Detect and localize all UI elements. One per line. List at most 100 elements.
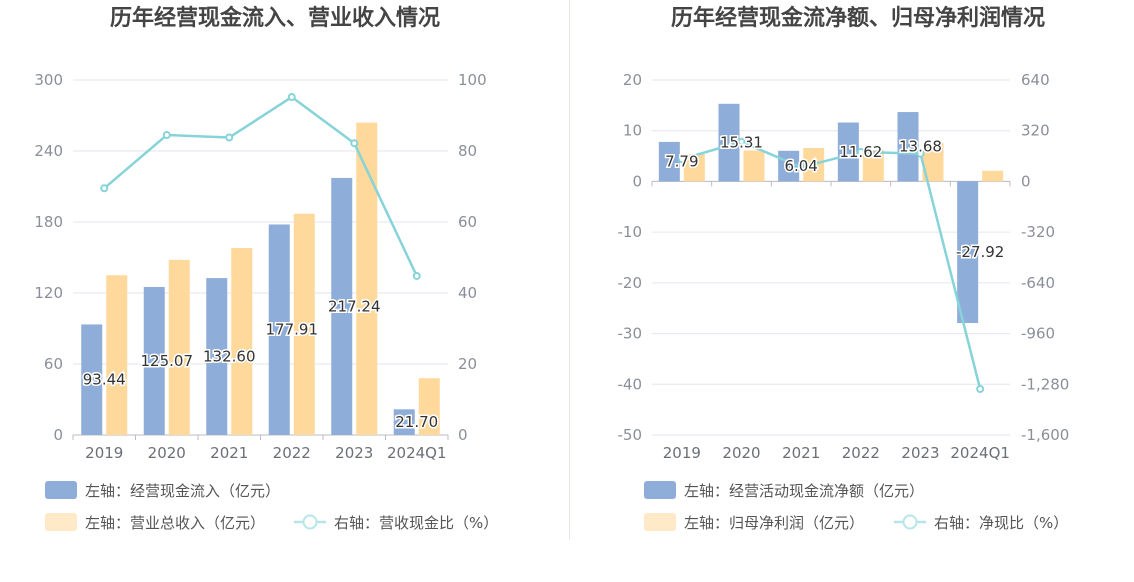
left-legend-label-secondary: 左轴：营业总收入（亿元） <box>85 514 265 532</box>
left-bar-secondary <box>168 259 190 435</box>
left-left-tick: 0 <box>53 426 63 444</box>
left-left-tick: 180 <box>34 213 63 231</box>
left-right-tick: 60 <box>458 213 477 231</box>
right-line-point <box>677 155 686 164</box>
left-x-tick-label: 2020 <box>148 444 186 462</box>
left-bar-secondary <box>231 248 253 435</box>
right-bar-primary <box>837 122 859 182</box>
left-data-label: 93.44 <box>83 371 126 389</box>
right-right-tick: -960 <box>1021 325 1055 343</box>
right-bar-secondary <box>743 150 765 182</box>
right-x-tick-label: 2021 <box>782 444 820 462</box>
right-x-tick-label: 2022 <box>842 444 880 462</box>
left-legend-label-primary: 左轴：经营现金流入（亿元） <box>85 482 280 500</box>
right-left-tick: 10 <box>623 122 642 140</box>
right-x-tick-label: 2023 <box>901 444 939 462</box>
left-line-point <box>162 131 171 140</box>
right-title: 历年经营现金流净额、归母净利润情况 <box>671 5 1045 31</box>
right-line-point <box>916 149 925 158</box>
left-bar-primary <box>81 324 103 435</box>
left-right-tick: 80 <box>458 142 477 160</box>
right-line-point <box>856 147 865 156</box>
right-left-tick: -10 <box>618 223 643 241</box>
right-legend-swatch-primary <box>644 481 676 499</box>
left-data-label: 125.07 <box>141 352 194 370</box>
right-right-tick: -1,600 <box>1021 426 1069 444</box>
left-right-tick: 40 <box>458 284 477 302</box>
right-line-point <box>737 137 746 146</box>
right-legend-label-primary: 左轴：经营活动现金流净额（亿元） <box>684 482 924 500</box>
left-right-tick: 100 <box>458 71 487 89</box>
left-bar-primary <box>206 278 228 435</box>
left-line-point <box>287 93 296 102</box>
left-x-tick-label: 2022 <box>273 444 311 462</box>
right-left-tick: -30 <box>618 325 643 343</box>
left-line-point <box>350 139 359 148</box>
left-line-point <box>100 184 109 193</box>
right-left-tick: -20 <box>618 274 643 292</box>
left-bar-primary <box>143 287 165 435</box>
left-line-point <box>412 271 421 280</box>
left-line-point <box>225 133 234 142</box>
left-x-tick-label: 2021 <box>210 444 248 462</box>
chart-left: 历年经营现金流入、营业收入情况 0 60 120 180 240 300 0 20 40 60 80 1… <box>34 5 498 532</box>
left-bar-primary <box>331 177 353 435</box>
right-legend-label-line: 右轴：净现比（%） <box>934 514 1068 532</box>
right-data-label: 7.79 <box>665 153 698 171</box>
chart-left-svg: 历年经营现金流入、营业收入情况 0 60 120 180 240 300 0 20 40 60 80 1… <box>34 5 498 532</box>
chart-right-svg: 历年经营现金流净额、归母净利润情况 -50 -40 -30 -20 -10 0 10 20 -1,… <box>618 5 1070 532</box>
right-bar-primary <box>658 141 680 182</box>
right-data-label: -27.92 <box>956 243 1004 261</box>
right-line-series <box>681 140 982 390</box>
right-data-label: 11.62 <box>839 143 882 161</box>
right-x-tick-label: 2024Q1 <box>950 444 1010 462</box>
left-left-tick: 60 <box>44 355 63 373</box>
right-x-tick-label: 2020 <box>722 444 760 462</box>
right-right-tick: -1,280 <box>1021 375 1069 393</box>
right-line-point <box>797 163 806 172</box>
right-line-point <box>976 385 985 394</box>
right-legend-swatch-secondary <box>644 513 676 531</box>
right-right-tick: -640 <box>1021 274 1055 292</box>
left-x-tick-label: 2024Q1 <box>387 444 447 462</box>
left-legend-swatch-primary <box>45 481 77 499</box>
left-left-tick: 240 <box>34 142 63 160</box>
left-x-tick-label: 2023 <box>335 444 373 462</box>
left-data-label: 21.70 <box>395 413 438 431</box>
right-bar-primary <box>957 181 979 324</box>
left-bar-primary <box>393 409 415 435</box>
right-bar-secondary <box>683 154 705 182</box>
left-bar-secondary <box>106 275 128 435</box>
left-left-tick: 120 <box>34 284 63 302</box>
right-left-tick: -40 <box>618 375 643 393</box>
left-legend-swatch-secondary <box>45 513 77 531</box>
right-x-tick-label: 2019 <box>663 444 701 462</box>
right-data-label: 15.31 <box>720 134 763 152</box>
left-bar-secondary <box>293 213 315 435</box>
right-legend-label-secondary: 左轴：归母净利润（亿元） <box>684 514 864 532</box>
right-bar-secondary <box>862 149 884 182</box>
right-data-label: 6.04 <box>784 157 817 175</box>
left-right-tick: 20 <box>458 355 477 373</box>
right-legend-swatch-point <box>902 514 918 530</box>
right-data-label: 13.68 <box>899 138 942 156</box>
right-left-tick: 0 <box>632 172 642 190</box>
left-line-series <box>103 95 418 277</box>
right-bar-primary <box>718 103 740 182</box>
right-bar-primary <box>897 112 919 182</box>
left-data-label: 132.60 <box>203 348 256 366</box>
left-title: 历年经营现金流入、营业收入情况 <box>110 5 440 31</box>
left-data-label: 177.91 <box>266 321 319 339</box>
right-left-tick: -50 <box>618 426 643 444</box>
left-right-tick: 0 <box>458 426 468 444</box>
chart-right: 历年经营现金流净额、归母净利润情况 -50 -40 -30 -20 -10 0 10 20 -1,… <box>567 0 1134 582</box>
right-right-tick: -320 <box>1021 223 1055 241</box>
left-bar-primary <box>268 224 290 435</box>
left-bar-secondary <box>356 122 378 435</box>
right-bar-secondary <box>982 170 1004 182</box>
left-legend-label-line: 右轴：营收现金比（%） <box>334 514 498 532</box>
left-x-tick-label: 2019 <box>85 444 123 462</box>
right-right-tick: 0 <box>1021 172 1031 190</box>
left-legend-swatch-point <box>302 514 318 530</box>
panel-divider <box>569 0 570 540</box>
